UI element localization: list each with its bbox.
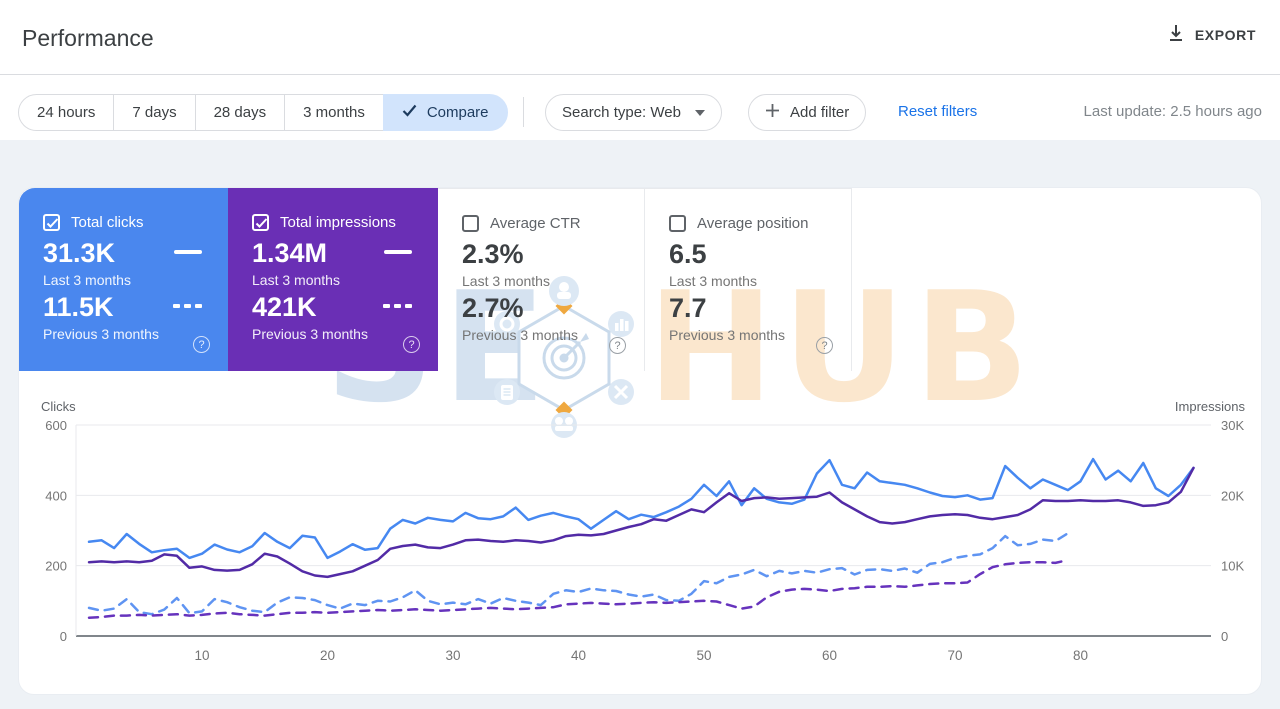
add-filter-label: Add filter <box>790 104 850 121</box>
filter-separator <box>523 97 524 127</box>
metric-caption-current: Last 3 months <box>669 273 757 289</box>
left-axis-tick-label: 200 <box>45 559 67 574</box>
series-dashed-right <box>87 558 1070 619</box>
compare-chip[interactable]: Compare <box>382 94 508 131</box>
checkbox-unchecked-icon[interactable] <box>462 215 479 232</box>
x-axis-tick-label: 70 <box>947 648 962 663</box>
solid-line-legend-icon <box>384 250 412 254</box>
x-axis-tick-label: 50 <box>696 648 711 663</box>
watermark-hexagon-logo <box>474 263 654 458</box>
dashed-line-legend-icon <box>383 304 412 308</box>
metric-caption-previous: Previous 3 months <box>252 326 368 342</box>
download-icon <box>1167 24 1185 45</box>
x-axis-tick-label: 20 <box>320 648 335 663</box>
date-range-28-days[interactable]: 28 days <box>194 94 286 131</box>
metric-value-current: 31.3K <box>43 238 116 268</box>
metric-value-current: 6.5 <box>669 239 707 269</box>
date-range-24-hours[interactable]: 24 hours <box>18 94 115 131</box>
filter-bar: 24 hours 7 days 28 days 3 months Compare… <box>0 75 1280 140</box>
checkbox-unchecked-icon[interactable] <box>669 215 686 232</box>
page-header: Performance EXPORT <box>0 0 1280 74</box>
series-dashed-left <box>87 532 1070 616</box>
tile-average-position[interactable]: Average position 6.5 Last 3 months 7.7 P… <box>645 188 852 371</box>
x-axis-tick-label: 60 <box>822 648 837 663</box>
compare-label: Compare <box>426 104 489 121</box>
watermark-hub-text: HUB <box>647 259 1038 436</box>
x-axis-tick-label: 40 <box>571 648 586 663</box>
metric-value-current: 1.34M <box>252 238 328 268</box>
date-range-7-days[interactable]: 7 days <box>113 94 196 131</box>
chevron-down-icon <box>694 109 705 116</box>
left-axis-tick-label: 0 <box>60 629 67 644</box>
tile-label: Total impressions <box>280 214 396 231</box>
plus-icon <box>765 103 780 122</box>
check-icon <box>402 104 417 121</box>
metric-value-previous: 11.5K <box>43 292 114 322</box>
dashed-line-legend-icon <box>173 304 202 308</box>
page-title: Performance <box>22 25 154 51</box>
series-solid-left <box>87 457 1195 560</box>
export-label: EXPORT <box>1194 26 1256 43</box>
x-axis-tick-label: 10 <box>194 648 209 663</box>
metric-caption-current: Last 3 months <box>43 272 131 288</box>
help-icon[interactable]: ? <box>816 337 833 354</box>
tile-label: Average position <box>697 215 809 232</box>
solid-line-legend-icon <box>174 250 202 254</box>
last-update-text: Last update: 2.5 hours ago <box>1083 103 1262 120</box>
date-range-chip-group: 24 hours 7 days 28 days 3 months Compare <box>18 94 508 131</box>
right-axis-tick-label: 10K <box>1221 559 1244 574</box>
metric-caption-previous: Previous 3 months <box>462 327 578 343</box>
help-icon[interactable]: ? <box>403 336 420 353</box>
tile-average-ctr[interactable]: Average CTR 2.3% Last 3 months 2.7% Prev… <box>438 188 645 371</box>
checkbox-checked-icon[interactable] <box>43 214 60 231</box>
search-type-label: Search type: Web <box>562 104 681 121</box>
metric-value-previous: 421K <box>252 292 317 322</box>
export-button[interactable]: EXPORT <box>1167 24 1256 45</box>
left-axis-tick-label: 400 <box>45 488 67 503</box>
tile-label: Total clicks <box>71 214 144 231</box>
checkbox-checked-icon[interactable] <box>252 214 269 231</box>
right-axis-tick-label: 20K <box>1221 488 1244 503</box>
x-axis-tick-label: 30 <box>445 648 460 663</box>
metric-value-current: 2.3% <box>462 239 524 269</box>
metric-tiles-row: Total clicks 31.3K Last 3 months 11.5K P… <box>19 188 1263 371</box>
left-axis-title: Clicks <box>41 399 76 414</box>
right-axis-title: Impressions <box>1174 399 1245 414</box>
performance-card: SE HUB <box>18 187 1262 695</box>
help-icon[interactable]: ? <box>193 336 210 353</box>
tile-label: Average CTR <box>490 215 581 232</box>
right-axis-tick-label: 30K <box>1221 418 1244 433</box>
right-axis-tick-label: 0 <box>1221 629 1228 644</box>
search-type-dropdown[interactable]: Search type: Web <box>545 94 722 131</box>
add-filter-button[interactable]: Add filter <box>748 94 867 131</box>
tile-total-clicks[interactable]: Total clicks 31.3K Last 3 months 11.5K P… <box>19 188 228 371</box>
performance-line-chart[interactable]: 0 0 200 10K 400 20K 600 30K 10 20 30 40 50 60 70 80 <box>19 416 1263 672</box>
metric-value-previous: 2.7% <box>462 293 524 323</box>
metric-caption-current: Last 3 months <box>252 272 340 288</box>
metric-caption-previous: Previous 3 months <box>669 327 785 343</box>
metric-caption-previous: Previous 3 months <box>43 326 159 342</box>
date-range-3-months[interactable]: 3 months <box>284 94 384 131</box>
metric-value-previous: 7.7 <box>669 293 707 323</box>
help-icon[interactable]: ? <box>609 337 626 354</box>
tile-total-impressions[interactable]: Total impressions 1.34M Last 3 months 42… <box>228 188 438 371</box>
header-divider <box>0 74 1280 75</box>
reset-filters-link[interactable]: Reset filters <box>898 103 978 120</box>
left-axis-tick-label: 600 <box>45 418 67 433</box>
series-solid-right <box>87 466 1195 579</box>
x-axis-tick-label: 80 <box>1073 648 1088 663</box>
metric-caption-current: Last 3 months <box>462 273 550 289</box>
